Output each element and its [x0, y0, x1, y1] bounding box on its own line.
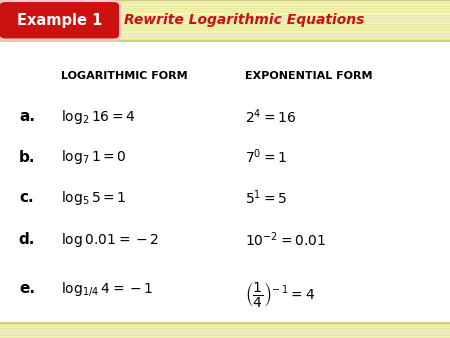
- Text: b.: b.: [19, 150, 35, 165]
- Text: $5^1 = 5$: $5^1 = 5$: [245, 188, 288, 207]
- Text: $2^4 = 16$: $2^4 = 16$: [245, 107, 297, 126]
- Text: $\log 0.01 = -2$: $\log 0.01 = -2$: [61, 231, 158, 249]
- Text: $\log_{1/4} 4 = -1$: $\log_{1/4} 4 = -1$: [61, 280, 153, 298]
- Text: c.: c.: [20, 190, 34, 205]
- Bar: [0, 0, 450, 41]
- Text: $10^{-2} = 0.01$: $10^{-2} = 0.01$: [245, 231, 327, 249]
- Text: Example 1: Example 1: [17, 13, 102, 28]
- Text: e.: e.: [19, 282, 35, 296]
- Text: LOGARITHMIC FORM: LOGARITHMIC FORM: [61, 71, 187, 81]
- Text: $\log_5 5 = 1$: $\log_5 5 = 1$: [61, 189, 126, 207]
- Text: a.: a.: [19, 109, 35, 124]
- Text: $\left(\dfrac{1}{4}\right)^{\!-1} = 4$: $\left(\dfrac{1}{4}\right)^{\!-1} = 4$: [245, 280, 315, 309]
- Text: d.: d.: [19, 233, 35, 247]
- FancyBboxPatch shape: [0, 1, 120, 40]
- Bar: [0, 323, 450, 338]
- Text: $7^0 = 1$: $7^0 = 1$: [245, 148, 288, 167]
- Text: EXPONENTIAL FORM: EXPONENTIAL FORM: [245, 71, 373, 81]
- Text: $\log_7 1 = 0$: $\log_7 1 = 0$: [61, 148, 126, 166]
- Text: Rewrite Logarithmic Equations: Rewrite Logarithmic Equations: [124, 13, 364, 27]
- Text: $\log_2 16 = 4$: $\log_2 16 = 4$: [61, 107, 135, 126]
